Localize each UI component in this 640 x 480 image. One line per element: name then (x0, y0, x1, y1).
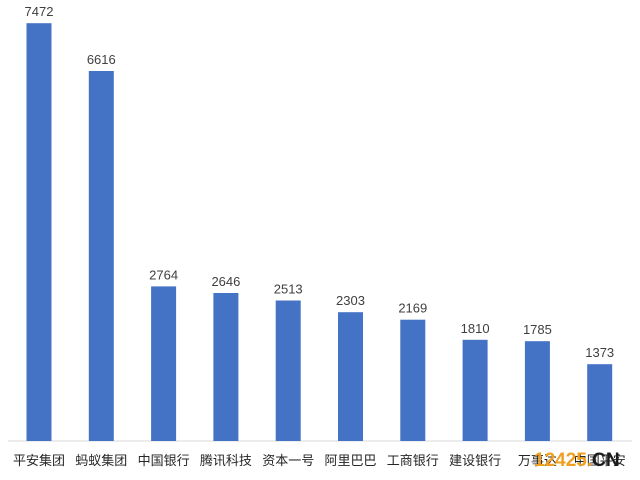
bar-8 (524, 341, 550, 441)
bar-2 (151, 286, 177, 441)
watermark-dot: . (586, 450, 593, 471)
bar-1 (88, 71, 114, 441)
data-label-7: 1810 (461, 321, 490, 336)
category-label-8: 万事达 (518, 454, 557, 469)
category-label-5: 阿里巴巴 (324, 454, 376, 469)
category-label-9: 中国平安 (574, 454, 626, 469)
bar-5 (338, 312, 363, 441)
data-label-3: 2646 (211, 274, 240, 289)
category-label-4: 资本一号 (262, 454, 314, 469)
bar-7 (462, 339, 488, 441)
data-label-1: 6616 (87, 52, 116, 67)
category-label-0: 平安集团 (13, 453, 65, 469)
bar-9 (587, 364, 613, 441)
watermark-number: 12425 (534, 450, 587, 471)
category-label-2: 中国银行 (138, 454, 190, 469)
data-label-0: 7472 (25, 4, 54, 19)
data-label-2: 2764 (149, 267, 178, 282)
watermark: 12425.CN (534, 450, 620, 472)
bar-4 (275, 300, 301, 441)
category-label-7: 建设银行 (449, 454, 501, 469)
bar-3 (213, 293, 239, 441)
data-label-6: 2169 (398, 301, 427, 316)
watermark-suffix: CN (592, 450, 620, 471)
category-label-6: 工商银行 (387, 454, 439, 469)
data-label-4: 2513 (274, 282, 303, 297)
bar-0 (26, 23, 52, 441)
data-label-8: 1785 (523, 322, 552, 337)
category-label-3: 腾讯科技 (200, 453, 252, 469)
data-label-5: 2303 (336, 293, 365, 308)
category-label-1: 蚂蚁集团 (75, 453, 127, 469)
bar-6 (400, 319, 426, 441)
data-label-9: 1373 (585, 345, 614, 360)
